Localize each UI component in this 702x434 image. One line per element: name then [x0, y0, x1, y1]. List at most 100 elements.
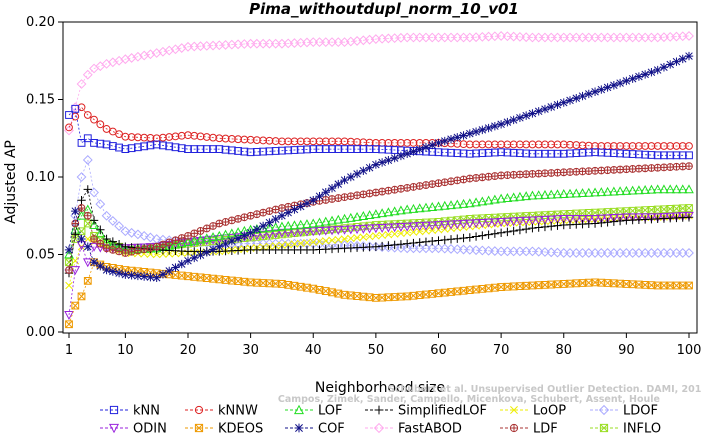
- data-point-ldf: [334, 194, 343, 202]
- data-point-lof: [302, 219, 312, 229]
- data-point-knn: [534, 149, 543, 158]
- data-point-knnw: [371, 139, 380, 147]
- data-point-fastabod: [496, 31, 507, 41]
- data-point-lof: [358, 211, 369, 220]
- data-point-loop: [409, 228, 418, 236]
- data-point-odin: [264, 230, 275, 240]
- data-point-knn: [115, 143, 124, 152]
- x-tick-label: 10: [117, 343, 134, 358]
- data-point-knnw: [340, 137, 349, 146]
- data-point-odin: [308, 227, 319, 237]
- data-point-cof: [246, 228, 255, 237]
- data-point-cof: [102, 265, 111, 275]
- data-point-kdeos: [447, 288, 455, 296]
- data-point-cof: [503, 117, 512, 127]
- data-point-knn: [434, 148, 443, 157]
- legend-marker-odin: [108, 423, 120, 434]
- data-point-simplifiedlof: [89, 216, 99, 225]
- data-point-simplifiedlof: [409, 238, 418, 248]
- data-point-ldf: [472, 174, 480, 182]
- data-point-cof: [190, 253, 199, 263]
- data-point-lof: [596, 187, 607, 197]
- data-point-knn: [65, 111, 73, 119]
- data-point-cof: [666, 60, 675, 69]
- legend-entry-knn: kNN: [100, 404, 160, 419]
- data-point-ldf: [453, 176, 462, 185]
- data-point-ldf: [490, 172, 499, 180]
- legend-entry-loop: LoOP: [500, 404, 566, 419]
- data-point-cof: [227, 236, 237, 246]
- data-point-cof: [96, 261, 105, 271]
- data-point-ldf: [133, 246, 142, 255]
- data-point-knnw: [522, 140, 531, 149]
- data-point-odin: [583, 214, 594, 224]
- data-point-knn: [346, 145, 355, 153]
- y-tick-label: 0.15: [26, 93, 55, 108]
- data-point-simplifiedlof: [484, 230, 493, 239]
- legend-marker-kdeos: [194, 423, 204, 433]
- data-point-ldof: [446, 244, 456, 254]
- data-point-odin: [314, 227, 325, 236]
- data-point-knn: [509, 148, 518, 157]
- data-point-simplifiedlof: [377, 241, 387, 251]
- data-point-lof: [677, 184, 688, 194]
- data-point-knn: [177, 144, 186, 153]
- data-point-cof: [183, 256, 193, 265]
- data-point-knn: [603, 148, 612, 157]
- data-point-odin: [82, 258, 93, 268]
- data-point-ldof: [126, 227, 137, 238]
- data-point-cof: [409, 147, 418, 156]
- data-point-ldof: [107, 216, 118, 226]
- data-point-fastabod: [521, 32, 532, 43]
- data-point-simplifiedlof: [496, 228, 506, 237]
- series-ldf: [65, 162, 693, 274]
- data-point-ldf: [259, 208, 268, 217]
- data-point-odin: [540, 215, 550, 225]
- data-point-odin: [258, 230, 268, 240]
- data-point-knnw: [653, 142, 662, 150]
- data-point-knnw: [240, 135, 249, 144]
- data-point-simplifiedlof: [371, 242, 381, 251]
- data-point-kdeos: [71, 301, 80, 310]
- data-point-lof: [333, 214, 344, 224]
- data-point-knn: [83, 134, 92, 143]
- data-point-lof: [439, 200, 450, 210]
- data-point-odin: [552, 215, 563, 225]
- data-point-ldof: [132, 229, 143, 240]
- data-point-lof: [446, 200, 456, 210]
- series-line-knnw: [68, 106, 689, 147]
- data-point-cof: [315, 192, 324, 201]
- data-point-ldof: [452, 244, 463, 255]
- data-point-knn: [591, 148, 599, 157]
- data-point-odin: [70, 266, 81, 276]
- data-point-loop: [328, 236, 336, 244]
- data-point-odin: [671, 212, 682, 222]
- data-point-odin: [640, 213, 651, 223]
- data-point-loop: [322, 237, 330, 245]
- data-point-odin: [195, 236, 206, 246]
- series-line-cof: [68, 55, 690, 279]
- data-point-odin: [389, 223, 400, 233]
- data-point-ldf: [127, 247, 136, 256]
- data-point-ldof: [684, 248, 694, 258]
- data-point-ldf: [246, 211, 255, 220]
- data-point-lof: [684, 184, 694, 194]
- data-point-knnw: [566, 140, 574, 149]
- data-point-simplifiedlof: [440, 235, 449, 245]
- series-line-lof: [68, 189, 689, 255]
- data-point-knn: [472, 149, 480, 158]
- series-line-kdeos: [68, 261, 689, 325]
- data-point-lof: [314, 217, 325, 227]
- data-point-cof: [327, 183, 337, 193]
- data-point-fastabod: [82, 69, 93, 80]
- data-point-cof: [296, 202, 305, 211]
- x-tick-label: 90: [618, 343, 635, 358]
- data-point-odin: [571, 214, 582, 224]
- data-point-odin: [377, 223, 387, 233]
- data-point-knn: [309, 145, 318, 153]
- data-point-knnw: [622, 142, 631, 150]
- data-point-odin: [333, 226, 344, 236]
- data-point-inflo: [290, 229, 299, 238]
- data-point-knn: [647, 151, 656, 159]
- data-point-loop: [397, 229, 405, 238]
